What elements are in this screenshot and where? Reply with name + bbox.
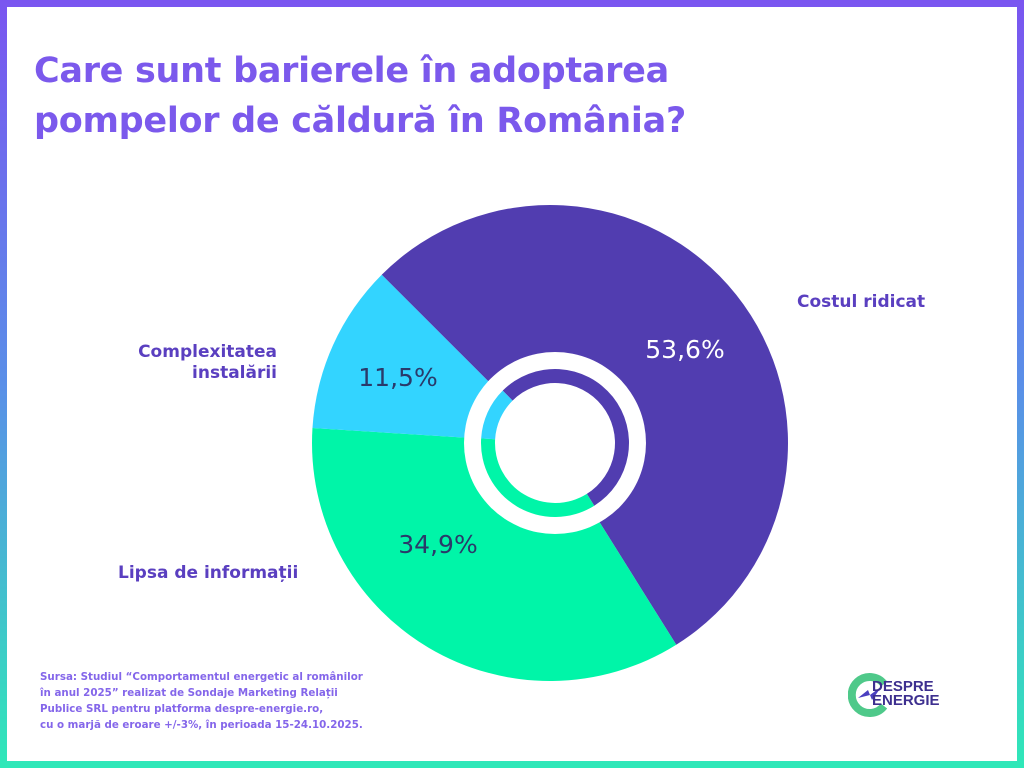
inner-ring-segment-0 <box>502 368 630 506</box>
value-label-1: 34,9% <box>398 530 477 559</box>
title-line-1: Care sunt barierele în adoptarea <box>34 51 669 91</box>
value-label-2: 11,5% <box>358 363 437 392</box>
category-label-complexitatea: Complexitatea instalării <box>138 342 277 383</box>
category-label-lipsa: Lipsa de informații <box>118 563 299 583</box>
despre-energie-logo-icon <box>848 673 888 717</box>
pie-slice-1 <box>311 428 677 682</box>
inner-ring-segment-1 <box>481 438 595 517</box>
logo-text: DESPRE ENERGIE <box>872 678 940 709</box>
category-label-costul: Costul ridicat <box>797 292 926 312</box>
page-title: Care sunt barierele în adoptarea pompelo… <box>34 46 686 146</box>
inner-ring-segment-2 <box>481 390 513 440</box>
value-label-0: 53,6% <box>645 335 724 364</box>
title-line-2: pompelor de căldură în România? <box>34 101 686 141</box>
source-note: Sursa: Studiul “Comportamentul energetic… <box>40 671 363 731</box>
